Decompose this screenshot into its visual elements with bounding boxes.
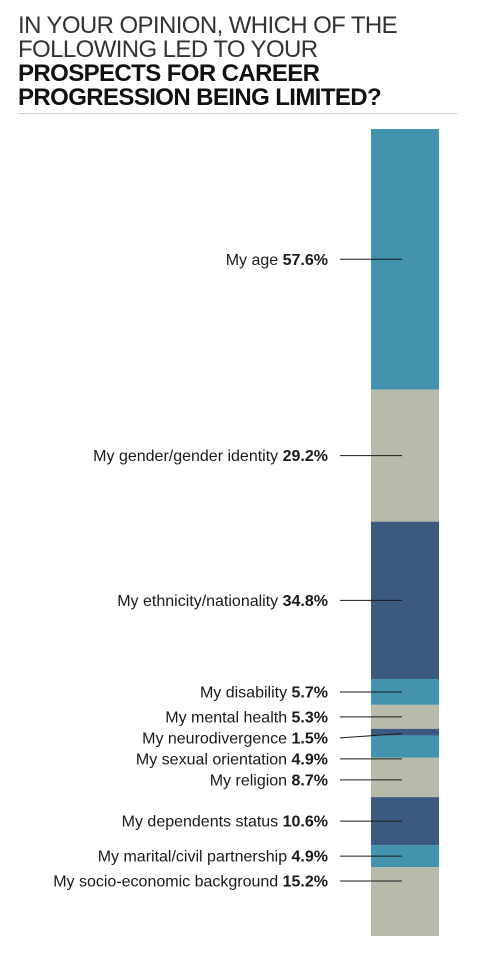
value-label: 5.7%	[292, 684, 328, 701]
bar-segment-11	[371, 867, 439, 936]
category-label: My socio-economic background	[53, 874, 282, 891]
leader-line-6	[339, 733, 403, 739]
category-label: My dependents status	[122, 814, 283, 831]
bar-segment-10	[371, 845, 439, 868]
category-label: My marital/civil partnership	[98, 849, 292, 866]
segment-label-7: My sexual orientation 4.9%	[136, 751, 328, 768]
title-divider	[18, 113, 458, 114]
category-label: My sexual orientation	[136, 751, 292, 768]
value-label: 57.6%	[283, 252, 328, 269]
bar-segment-7	[371, 735, 439, 758]
value-label: 4.9%	[292, 751, 328, 768]
title-line-2: FOLLOWING LED TO YOUR	[18, 36, 318, 63]
segment-label-5: My mental health 5.3%	[165, 709, 328, 726]
segment-label-4: My disability 5.7%	[200, 684, 328, 701]
category-label: My age	[226, 252, 283, 269]
value-label: 10.6%	[283, 814, 328, 831]
bar-segment-6	[371, 728, 439, 736]
value-label: 1.5%	[292, 730, 328, 747]
chart-title: IN YOUR OPINION, WHICH OF THE FOLLOWING …	[18, 14, 468, 110]
title-line-3: PROSPECTS FOR CAREER	[18, 60, 320, 87]
segment-label-1: My age 57.6%	[226, 252, 328, 269]
value-label: 4.9%	[292, 849, 328, 866]
segment-label-8: My religion 8.7%	[210, 772, 328, 789]
value-label: 8.7%	[292, 772, 328, 789]
segment-label-6: My neurodivergence 1.5%	[142, 730, 328, 747]
segment-label-11: My socio-economic background 15.2%	[53, 874, 328, 891]
category-label: My neurodivergence	[142, 730, 291, 747]
category-label: My mental health	[165, 709, 291, 726]
segment-label-2: My gender/gender identity 29.2%	[93, 448, 328, 465]
value-label: 5.3%	[292, 709, 328, 726]
category-label: My ethnicity/nationality	[117, 593, 282, 610]
title-line-1: IN YOUR OPINION, WHICH OF THE	[18, 12, 398, 39]
category-label: My disability	[200, 684, 292, 701]
bar-segment-8	[371, 757, 439, 798]
value-label: 34.8%	[283, 593, 328, 610]
segment-label-3: My ethnicity/nationality 34.8%	[117, 593, 328, 610]
bar-segment-5	[371, 704, 439, 729]
value-label: 15.2%	[283, 874, 328, 891]
value-label: 29.2%	[283, 448, 328, 465]
segment-label-10: My marital/civil partnership 4.9%	[98, 849, 328, 866]
title-line-4: PROGRESSION BEING LIMITED?	[18, 84, 382, 111]
segment-label-9: My dependents status 10.6%	[122, 814, 328, 831]
category-label: My gender/gender identity	[93, 448, 282, 465]
category-label: My religion	[210, 772, 292, 789]
